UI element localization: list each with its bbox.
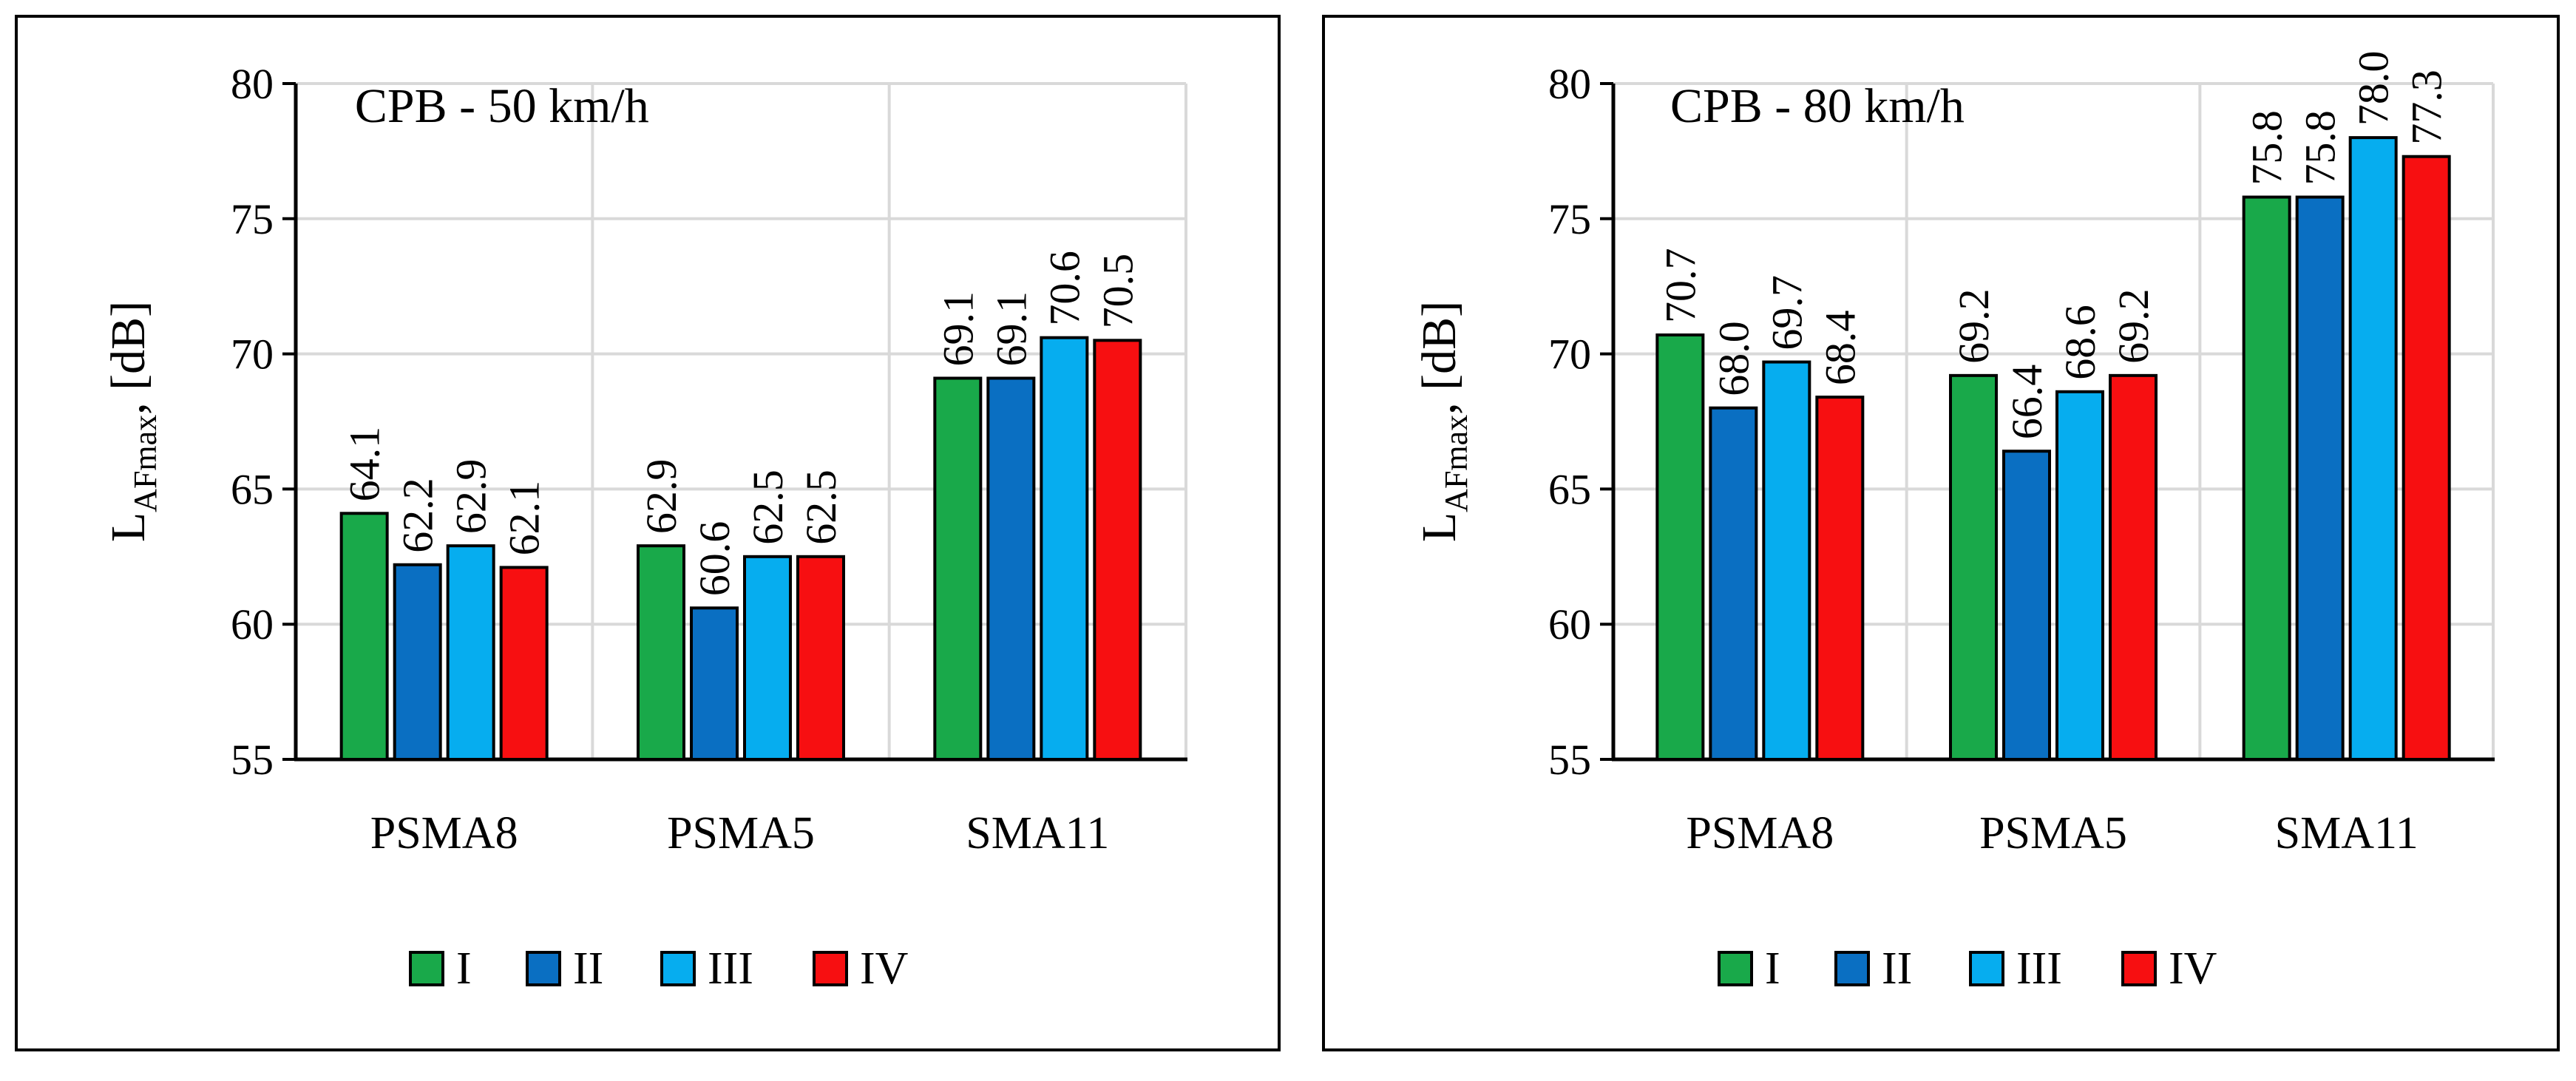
bar-IV-SMA11 (2402, 155, 2451, 762)
bar-II-SMA11 (2295, 195, 2345, 761)
legend-swatch-I (409, 951, 444, 986)
data-label: 64.1 (341, 427, 389, 502)
bar-II-PSMA8 (1709, 406, 1758, 761)
bar-III-SMA11 (2348, 136, 2398, 761)
bar-II-PSMA5 (2002, 450, 2051, 761)
y-tick-label: 65 (1548, 465, 1591, 513)
legend-label-IV: IV (860, 943, 909, 994)
bar-I-SMA11 (2242, 195, 2291, 761)
bar-IV-SMA11 (1093, 339, 1142, 761)
bar-IV-PSMA8 (1815, 396, 1865, 761)
data-label: 62.9 (447, 459, 495, 535)
category-label: PSMA5 (667, 808, 815, 858)
data-label: 69.7 (1763, 275, 1811, 350)
data-label: 70.5 (1094, 254, 1142, 329)
bar-III-PSMA8 (446, 544, 495, 762)
bar-IV-PSMA8 (499, 566, 549, 761)
data-label: 68.6 (2056, 305, 2104, 380)
category-label: SMA11 (2275, 808, 2419, 858)
legend-swatch-I (1718, 951, 1753, 986)
data-label: 68.4 (1816, 311, 1864, 386)
y-axis-label-sub: AFmax (127, 415, 163, 512)
bar-II-PSMA8 (393, 563, 442, 761)
legend-swatch-IV (2121, 951, 2157, 986)
y-tick-label: 70 (1548, 331, 1591, 379)
y-axis-label-suffix: , [dB] (101, 301, 155, 415)
y-tick-label: 55 (1548, 736, 1591, 784)
y-tick-label: 75 (231, 195, 274, 243)
data-label: 62.1 (501, 481, 549, 556)
legend-label-I: I (456, 943, 472, 994)
y-axis-label-suffix: , [dB] (1412, 301, 1466, 415)
data-label: 70.6 (1040, 251, 1088, 326)
legend-label-IV: IV (2169, 943, 2217, 994)
data-label: 62.5 (797, 470, 845, 545)
legend-swatch-II (1834, 951, 1870, 986)
chart-title: CPB - 50 km/h (355, 79, 649, 133)
category-label: PSMA5 (1979, 808, 2127, 858)
chart-title: CPB - 80 km/h (1670, 79, 1965, 133)
y-tick-label: 75 (1548, 195, 1591, 243)
bar-II-SMA11 (986, 376, 1036, 761)
y-tick-label: 65 (231, 465, 274, 513)
y-axis-label-main: L (1412, 512, 1466, 542)
bar-I-PSMA5 (1949, 373, 1998, 761)
y-tick-label: 55 (231, 736, 274, 784)
legend-label-III: III (708, 943, 753, 994)
data-label: 60.6 (691, 521, 739, 597)
y-tick-label: 80 (1548, 60, 1591, 108)
y-axis-label-main: L (101, 512, 155, 542)
legend-swatch-II (526, 951, 561, 986)
legend-label-II: II (573, 943, 603, 994)
bar-IV-PSMA5 (796, 555, 845, 761)
legend-swatch-III (660, 951, 696, 986)
category-label: PSMA8 (370, 808, 518, 858)
bar-III-PSMA5 (2055, 390, 2104, 761)
data-label: 66.4 (2003, 365, 2051, 440)
bar-IV-PSMA5 (2109, 373, 2158, 761)
bar-I-PSMA5 (637, 544, 685, 762)
y-tick-label: 60 (231, 600, 274, 648)
bar-I-SMA11 (933, 376, 983, 761)
data-label: 75.8 (2297, 110, 2345, 186)
bar-III-SMA11 (1040, 336, 1089, 761)
legend-label-III: III (2016, 943, 2062, 994)
bar-I-PSMA8 (1655, 333, 1705, 761)
data-label: 70.7 (1656, 248, 1704, 324)
data-label: 69.2 (2109, 288, 2158, 364)
category-label: SMA11 (966, 808, 1109, 858)
data-label: 75.8 (2243, 110, 2291, 186)
y-axis-label-sub: AFmax (1438, 415, 1474, 512)
data-label: 69.2 (1950, 288, 1998, 364)
bar-III-PSMA5 (743, 555, 792, 761)
legend-label-I: I (1765, 943, 1780, 994)
data-label: 68.0 (1709, 321, 1758, 396)
legend-swatch-III (1969, 951, 2004, 986)
data-label: 62.5 (744, 470, 792, 545)
bar-I-PSMA8 (339, 512, 389, 762)
data-label: 69.1 (987, 291, 1035, 367)
data-label: 62.2 (394, 478, 442, 553)
bar-III-PSMA8 (1762, 360, 1811, 761)
y-axis-label: LAFmax, [dB] (1412, 301, 1474, 542)
legend-label-II: II (1882, 943, 1912, 994)
bar-II-PSMA5 (690, 606, 739, 761)
data-label: 78.0 (2350, 51, 2398, 126)
data-label: 62.9 (637, 459, 685, 535)
y-tick-label: 70 (231, 331, 274, 379)
legend-swatch-IV (813, 951, 848, 986)
y-tick-label: 60 (1548, 600, 1591, 648)
data-label: 69.1 (934, 291, 982, 367)
y-axis-label: LAFmax, [dB] (101, 301, 163, 542)
data-label: 77.3 (2403, 70, 2451, 145)
category-label: PSMA8 (1686, 808, 1834, 858)
y-tick-label: 80 (231, 60, 274, 108)
